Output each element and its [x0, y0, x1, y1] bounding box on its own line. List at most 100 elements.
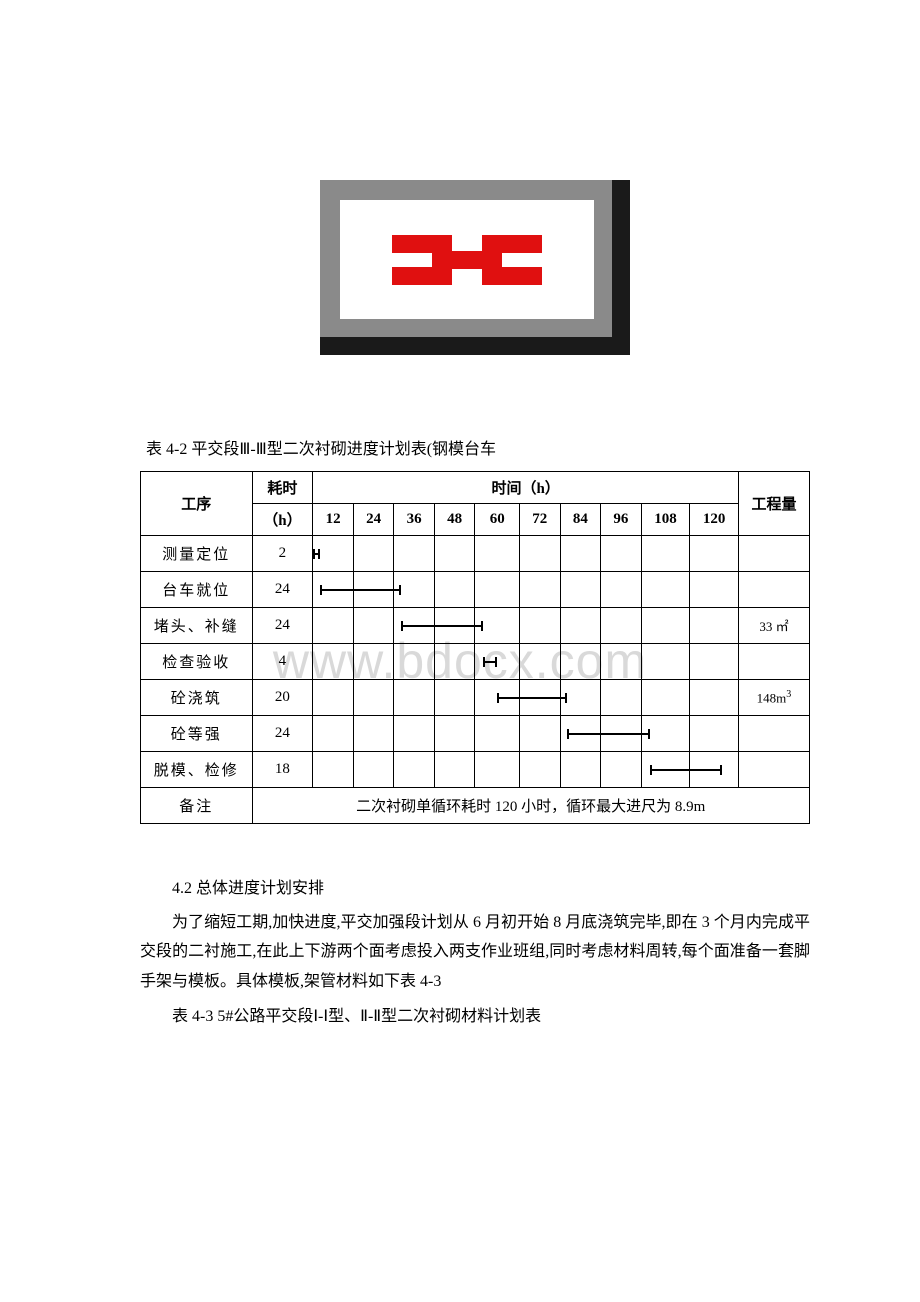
- gantt-tick: [567, 729, 569, 739]
- gantt-cell: [560, 572, 601, 608]
- gantt-cell: [475, 608, 520, 644]
- gantt-cell: [475, 752, 520, 788]
- cell-proc: 堵头、补缝: [141, 608, 253, 644]
- gantt-cell: [475, 680, 520, 716]
- gantt-cell: [313, 608, 354, 644]
- logo-red-segment: [392, 267, 452, 285]
- gantt-cell: [560, 536, 601, 572]
- gantt-cell: [560, 752, 601, 788]
- gantt-cell: [520, 716, 561, 752]
- th-tick: 60: [475, 504, 520, 536]
- gantt-cell: [641, 572, 690, 608]
- th-tick: 84: [560, 504, 601, 536]
- gantt-bar: [520, 697, 560, 699]
- table-row: 检查验收4: [141, 644, 810, 680]
- gantt-cell: [690, 572, 739, 608]
- gantt-cell: [313, 572, 354, 608]
- logo-inner: [340, 200, 594, 319]
- cell-qty: [738, 752, 809, 788]
- gantt-cell: [353, 644, 394, 680]
- gantt-tick: [313, 549, 315, 559]
- cell-qty: 148m3: [738, 680, 809, 716]
- gantt-cell: [641, 644, 690, 680]
- gantt-cell: [394, 716, 435, 752]
- table-row: 测量定位2: [141, 536, 810, 572]
- gantt-cell: [520, 644, 561, 680]
- gantt-cell: [313, 716, 354, 752]
- th-tick: 48: [434, 504, 475, 536]
- table-4-3-caption: 表 4-3 5#公路平交段Ⅰ-Ⅰ型、Ⅱ-Ⅱ型二次衬砌材料计划表: [140, 1002, 810, 1032]
- gantt-cell: [394, 680, 435, 716]
- gantt-cell: [434, 644, 475, 680]
- th-tick: 36: [394, 504, 435, 536]
- gantt-cell: [560, 644, 601, 680]
- cell-proc: 检查验收: [141, 644, 253, 680]
- schedule-table: 工序 耗时 时间（h） 工程量 （h） 12 24 36 48 60 72 84…: [140, 471, 810, 824]
- gantt-cell: [641, 752, 690, 788]
- gantt-cell: [353, 536, 394, 572]
- gantt-cell: [641, 716, 690, 752]
- th-time: 耗时: [252, 472, 313, 504]
- logo-shadow-bottom: [320, 337, 630, 355]
- table-row: 砼等强24: [141, 716, 810, 752]
- gantt-tick: [495, 657, 497, 667]
- logo-red-segment: [482, 267, 542, 285]
- gantt-cell: [520, 680, 561, 716]
- gantt-cell: [313, 644, 354, 680]
- gantt-cell: [601, 680, 642, 716]
- gantt-cell: [394, 608, 435, 644]
- gantt-cell: [641, 608, 690, 644]
- gantt-cell: [353, 716, 394, 752]
- gantt-cell: [690, 536, 739, 572]
- gantt-bar: [435, 625, 475, 627]
- gantt-tick: [650, 765, 652, 775]
- gantt-tick: [565, 693, 567, 703]
- gantt-tick: [483, 657, 485, 667]
- logo-shadow-right: [612, 180, 630, 355]
- gantt-cell: [601, 572, 642, 608]
- logo-container: [140, 180, 810, 355]
- gantt-cell: [394, 644, 435, 680]
- th-proc: 工序: [141, 472, 253, 536]
- gantt-cell: [394, 752, 435, 788]
- cell-qty: [738, 644, 809, 680]
- gantt-cell: [641, 680, 690, 716]
- cell-qty: [738, 716, 809, 752]
- gantt-cell: [475, 644, 520, 680]
- gantt-cell: [690, 608, 739, 644]
- gantt-bar: [567, 733, 600, 735]
- gantt-cell: [690, 716, 739, 752]
- logo-red-segment: [432, 251, 502, 269]
- gantt-cell: [601, 752, 642, 788]
- th-tick: 24: [353, 504, 394, 536]
- th-tick: 12: [313, 504, 354, 536]
- table-row: 台车就位24: [141, 572, 810, 608]
- section-body: 为了缩短工期,加快进度,平交加强段计划从 6 月初开始 8 月底浇筑完毕,即在 …: [140, 908, 810, 997]
- th-tick: 72: [520, 504, 561, 536]
- table-note-row: 备注二次衬砌单循环耗时 120 小时，循环最大进尺为 8.9m: [141, 788, 810, 824]
- gantt-cell: [353, 608, 394, 644]
- gantt-tick: [481, 621, 483, 631]
- gantt-bar: [497, 697, 519, 699]
- gantt-cell: [560, 680, 601, 716]
- cell-qty: 33 ㎡: [738, 608, 809, 644]
- section-4-2: 4.2 总体进度计划安排 为了缩短工期,加快进度,平交加强段计划从 6 月初开始…: [140, 874, 810, 1032]
- gantt-cell: [520, 572, 561, 608]
- cell-time: 4: [252, 644, 313, 680]
- logo-red-shape: [392, 235, 542, 285]
- gantt-tick: [399, 585, 401, 595]
- cell-proc: 脱模、检修: [141, 752, 253, 788]
- schedule-table-wrap: 工序 耗时 时间（h） 工程量 （h） 12 24 36 48 60 72 84…: [140, 471, 810, 824]
- table-caption: 表 4-2 平交段Ⅲ-Ⅲ型二次衬砌进度计划表(钢模台车: [146, 435, 810, 459]
- gantt-cell: [313, 680, 354, 716]
- cell-time: 18: [252, 752, 313, 788]
- gantt-cell: [601, 644, 642, 680]
- gantt-cell: [475, 716, 520, 752]
- gantt-cell: [434, 752, 475, 788]
- gantt-cell: [690, 752, 739, 788]
- page-content: 表 4-2 平交段Ⅲ-Ⅲ型二次衬砌进度计划表(钢模台车 工序 耗时 时间（h） …: [0, 0, 920, 1092]
- gantt-bar: [601, 733, 641, 735]
- cell-time: 2: [252, 536, 313, 572]
- gantt-cell: [434, 536, 475, 572]
- table-row: 脱模、检修18: [141, 752, 810, 788]
